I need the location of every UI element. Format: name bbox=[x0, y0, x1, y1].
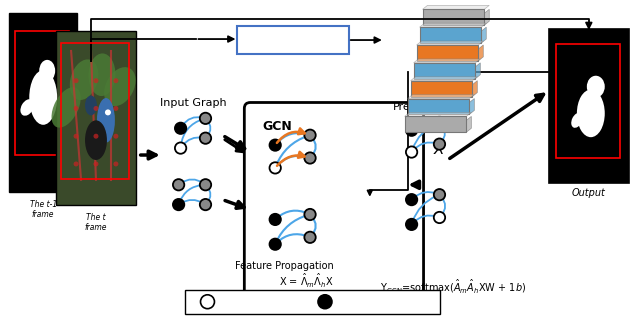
Polygon shape bbox=[420, 23, 486, 27]
Bar bbox=[556, 44, 620, 158]
Bar bbox=[15, 31, 69, 155]
Bar bbox=[549, 29, 628, 183]
Ellipse shape bbox=[85, 120, 107, 160]
Text: Feature Extraction: Feature Extraction bbox=[245, 35, 341, 45]
Circle shape bbox=[434, 189, 445, 200]
Circle shape bbox=[200, 199, 211, 210]
Polygon shape bbox=[404, 113, 471, 116]
Circle shape bbox=[93, 78, 99, 83]
Ellipse shape bbox=[70, 59, 99, 100]
Circle shape bbox=[74, 161, 79, 166]
Polygon shape bbox=[469, 99, 474, 114]
Polygon shape bbox=[408, 94, 474, 99]
Ellipse shape bbox=[577, 90, 605, 137]
Circle shape bbox=[434, 212, 445, 223]
Bar bbox=[404, 116, 467, 132]
Circle shape bbox=[173, 199, 184, 210]
Circle shape bbox=[105, 109, 111, 115]
Bar bbox=[422, 9, 484, 25]
Circle shape bbox=[200, 179, 211, 191]
Bar bbox=[56, 31, 136, 204]
Circle shape bbox=[434, 117, 445, 128]
Circle shape bbox=[175, 142, 186, 154]
Circle shape bbox=[175, 123, 186, 134]
Ellipse shape bbox=[104, 67, 136, 106]
Polygon shape bbox=[417, 41, 483, 45]
Ellipse shape bbox=[85, 95, 97, 115]
Text: Predections: Predections bbox=[393, 102, 458, 113]
Polygon shape bbox=[422, 5, 489, 9]
Bar bbox=[61, 43, 129, 179]
Circle shape bbox=[305, 232, 316, 243]
Circle shape bbox=[305, 130, 316, 141]
Circle shape bbox=[406, 194, 417, 205]
Ellipse shape bbox=[88, 54, 115, 96]
Text: : Foreground: : Foreground bbox=[220, 297, 285, 307]
Circle shape bbox=[269, 239, 281, 250]
Circle shape bbox=[173, 179, 184, 191]
Polygon shape bbox=[472, 81, 477, 97]
Bar bbox=[411, 81, 472, 97]
Circle shape bbox=[93, 134, 99, 139]
Polygon shape bbox=[413, 59, 480, 63]
Circle shape bbox=[269, 214, 281, 225]
Ellipse shape bbox=[29, 70, 57, 125]
Circle shape bbox=[113, 161, 118, 166]
Circle shape bbox=[74, 134, 79, 139]
Text: Input Graph: Input Graph bbox=[160, 99, 227, 108]
Circle shape bbox=[305, 152, 316, 164]
Polygon shape bbox=[481, 27, 486, 43]
Bar bbox=[10, 13, 77, 192]
Text: The t-1
frame: The t-1 frame bbox=[29, 200, 57, 219]
Text: Y$_{\mathregular{GCN}}$=softmax($\hat{A}_m\hat{A}_h$XW + 1$b$): Y$_{\mathregular{GCN}}$=softmax($\hat{A}… bbox=[380, 277, 526, 295]
Circle shape bbox=[113, 134, 118, 139]
Circle shape bbox=[406, 146, 417, 158]
Bar bbox=[413, 63, 476, 79]
Circle shape bbox=[74, 106, 79, 111]
Circle shape bbox=[113, 106, 118, 111]
FancyBboxPatch shape bbox=[244, 102, 424, 298]
Text: : Background: : Background bbox=[337, 297, 406, 307]
Circle shape bbox=[200, 133, 211, 144]
Circle shape bbox=[93, 106, 99, 111]
Ellipse shape bbox=[97, 98, 115, 143]
Polygon shape bbox=[467, 116, 471, 132]
Circle shape bbox=[406, 125, 417, 136]
Ellipse shape bbox=[52, 87, 81, 128]
Text: Output: Output bbox=[572, 188, 606, 198]
Polygon shape bbox=[476, 63, 480, 79]
Bar bbox=[408, 99, 469, 114]
Text: The t
frame: The t frame bbox=[84, 212, 108, 232]
Polygon shape bbox=[484, 9, 489, 25]
Circle shape bbox=[74, 78, 79, 83]
Ellipse shape bbox=[572, 113, 582, 128]
FancyBboxPatch shape bbox=[237, 26, 349, 54]
Circle shape bbox=[200, 113, 211, 124]
Bar bbox=[417, 45, 478, 61]
Bar bbox=[420, 27, 481, 43]
Circle shape bbox=[113, 78, 118, 83]
Circle shape bbox=[434, 139, 445, 150]
Circle shape bbox=[406, 219, 417, 230]
Polygon shape bbox=[478, 45, 483, 61]
Text: X: X bbox=[433, 142, 444, 157]
Ellipse shape bbox=[39, 60, 55, 82]
Ellipse shape bbox=[587, 76, 605, 98]
Circle shape bbox=[269, 162, 281, 174]
Circle shape bbox=[305, 209, 316, 220]
Circle shape bbox=[269, 139, 281, 151]
Text: Feature Propagation: Feature Propagation bbox=[235, 261, 334, 271]
FancyBboxPatch shape bbox=[184, 290, 440, 314]
Text: GCN: GCN bbox=[262, 120, 292, 133]
Circle shape bbox=[93, 161, 99, 166]
Ellipse shape bbox=[20, 99, 34, 116]
Circle shape bbox=[318, 295, 332, 309]
Text: X = $\hat{\Lambda}_m\hat{\Lambda}_h$X: X = $\hat{\Lambda}_m\hat{\Lambda}_h$X bbox=[280, 272, 334, 290]
Polygon shape bbox=[411, 77, 477, 81]
Circle shape bbox=[200, 295, 214, 309]
